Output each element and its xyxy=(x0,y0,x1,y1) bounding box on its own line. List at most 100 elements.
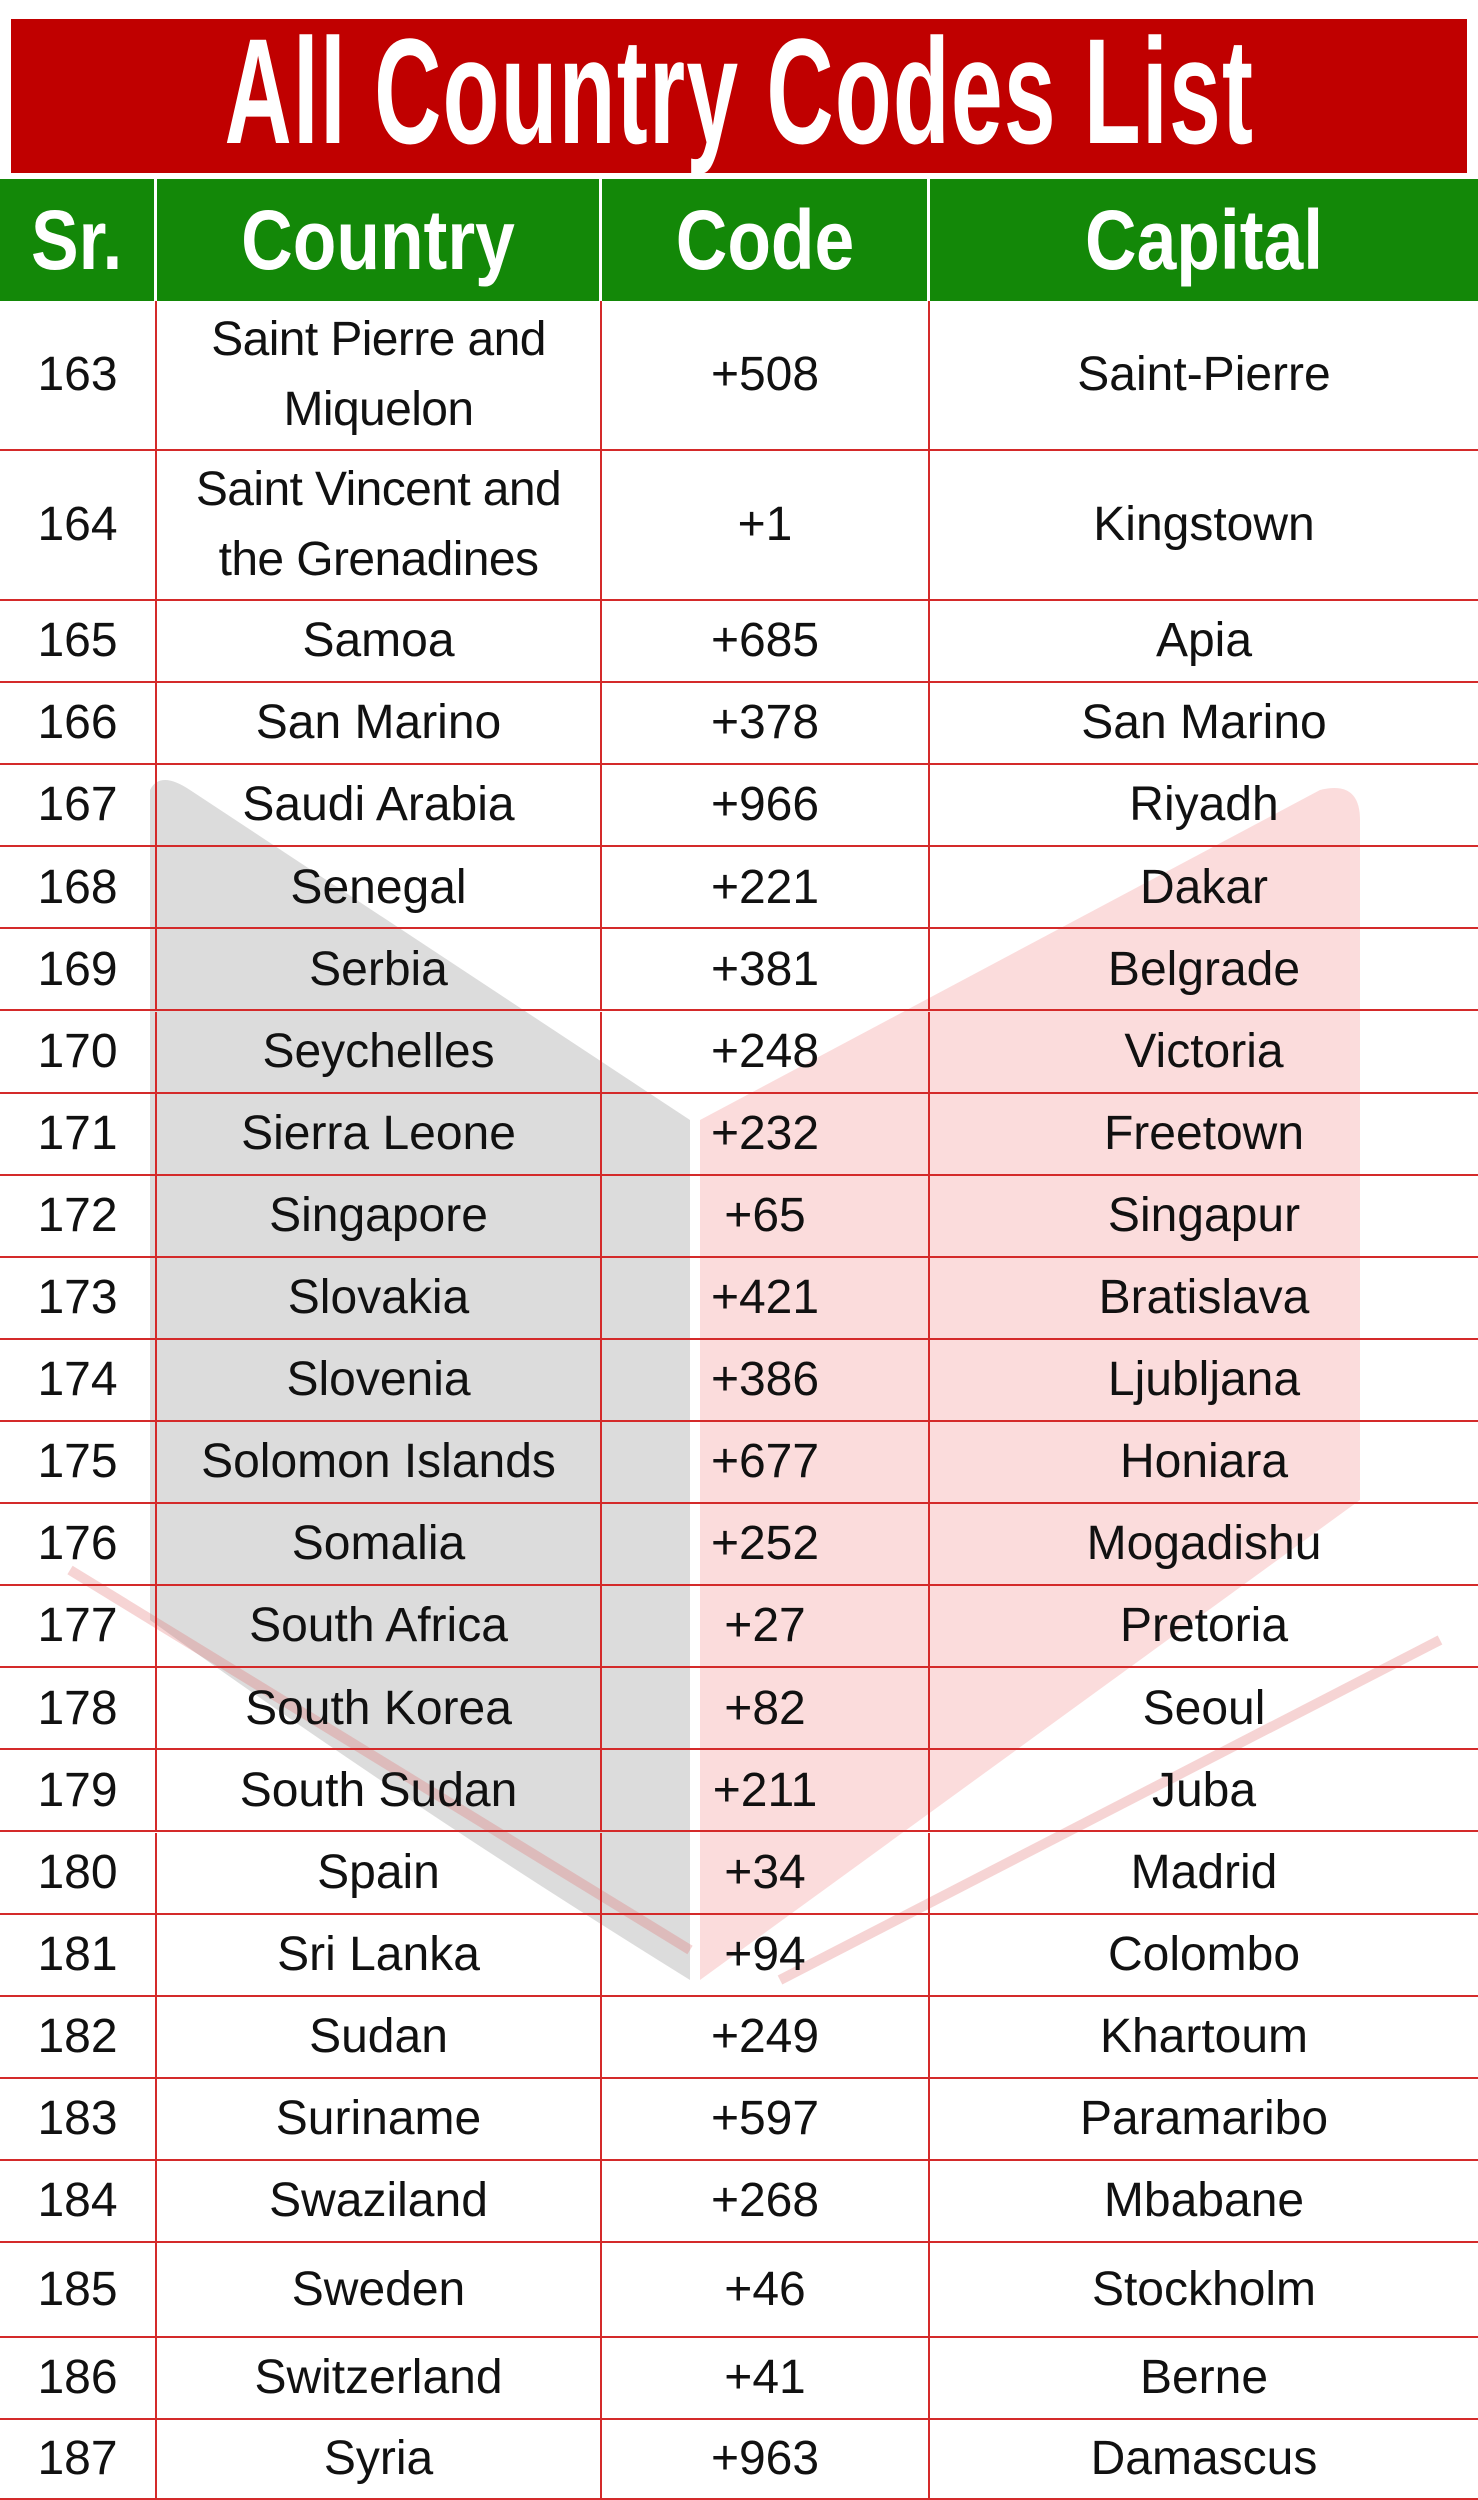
cell-country: Suriname xyxy=(157,2078,602,2159)
table-row: 170 Seychelles +248 Victoria xyxy=(0,1011,1478,1094)
cell-code: +41 xyxy=(602,2338,930,2418)
cell-country: South Africa xyxy=(157,1586,602,1667)
cell-code: +221 xyxy=(602,847,930,928)
cell-code: +378 xyxy=(602,683,930,764)
cell-country: Swaziland xyxy=(157,2160,602,2241)
cell-capital: Singapur xyxy=(1107,1188,1301,1242)
table-row: 180 Spain +34 Madrid xyxy=(0,1832,1478,1915)
cell-code: +65 xyxy=(602,1175,930,1256)
cell-country: Serbia xyxy=(157,929,602,1010)
cell-capital: Kingstown xyxy=(1093,498,1315,552)
table-row: 179 South Sudan +211 Juba xyxy=(0,1750,1478,1833)
cell-capital: Berne xyxy=(1139,2351,1269,2405)
cell-capital: Saint-Pierre xyxy=(1077,348,1331,402)
cell-capital: Mbabane xyxy=(1103,2174,1305,2228)
cell-capital: Pretoria xyxy=(1119,1599,1289,1653)
cell-code: +268 xyxy=(602,2160,930,2241)
header-capital: Capital xyxy=(1084,192,1324,287)
cell-capital: Seoul xyxy=(1142,1681,1266,1735)
cell-sr: 171 xyxy=(0,1093,157,1174)
cell-country: Slovenia xyxy=(157,1339,602,1420)
cell-code: +386 xyxy=(602,1339,930,1420)
cell-country: Sierra Leone xyxy=(157,1093,602,1174)
table-row: 184 Swaziland +268 Mbabane xyxy=(0,2160,1478,2243)
cell-code: +232 xyxy=(602,1093,930,1174)
cell-code: +94 xyxy=(602,1914,930,1995)
cell-code: +252 xyxy=(602,1504,930,1585)
cell-sr: 174 xyxy=(0,1339,157,1420)
cell-sr: 177 xyxy=(0,1586,157,1667)
cell-country: Saint Vincent and the Grenadines xyxy=(157,451,602,599)
cell-capital: Damascus xyxy=(1090,2432,1318,2486)
table-row: 166 San Marino +378 San Marino xyxy=(0,683,1478,766)
cell-country: Sweden xyxy=(157,2243,602,2336)
cell-code: +46 xyxy=(602,2243,930,2336)
cell-country: Somalia xyxy=(157,1504,602,1585)
cell-capital: Riyadh xyxy=(1129,778,1279,832)
cell-code: +82 xyxy=(602,1668,930,1749)
cell-code: +685 xyxy=(602,601,930,682)
cell-sr: 164 xyxy=(0,451,157,599)
table-row: 167 Saudi Arabia +966 Riyadh xyxy=(0,765,1478,848)
cell-code: +248 xyxy=(602,1011,930,1092)
cell-code: +249 xyxy=(602,1996,930,2077)
cell-capital: Apia xyxy=(1155,614,1253,668)
table-row: 172 Singapore +65 Singapur xyxy=(0,1175,1478,1258)
table-row: 174 Slovenia +386 Ljubljana xyxy=(0,1339,1478,1422)
cell-sr: 186 xyxy=(0,2338,157,2418)
cell-sr: 178 xyxy=(0,1668,157,1749)
table-row: 183 Suriname +597 Paramaribo xyxy=(0,2078,1478,2161)
table-row: 185 Sweden +46 Stockholm xyxy=(0,2243,1478,2338)
cell-capital: Victoria xyxy=(1124,1024,1284,1078)
cell-sr: 182 xyxy=(0,1996,157,2077)
cell-country: San Marino xyxy=(157,683,602,764)
cell-capital: Freetown xyxy=(1103,1106,1305,1160)
cell-sr: 172 xyxy=(0,1175,157,1256)
header-code: Code xyxy=(602,179,930,301)
table-row: 181 Sri Lanka +94 Colombo xyxy=(0,1914,1478,1997)
table-row: 178 South Korea +82 Seoul xyxy=(0,1668,1478,1751)
cell-country: Switzerland xyxy=(157,2338,602,2418)
cell-sr: 184 xyxy=(0,2160,157,2241)
table-row: 171 Sierra Leone +232 Freetown xyxy=(0,1093,1478,1176)
cell-sr: 168 xyxy=(0,847,157,928)
cell-country: Sudan xyxy=(157,1996,602,2077)
cell-sr: 183 xyxy=(0,2078,157,2159)
page-title: All Country Codes List xyxy=(224,7,1254,175)
cell-capital: Colombo xyxy=(1107,1927,1301,1981)
cell-country: Seychelles xyxy=(157,1011,602,1092)
cell-sr: 165 xyxy=(0,601,157,682)
cell-country: Sri Lanka xyxy=(157,1914,602,1995)
cell-capital: Dakar xyxy=(1139,860,1269,914)
cell-country: South Korea xyxy=(157,1668,602,1749)
cell-sr: 163 xyxy=(0,301,157,449)
cell-country: Saint Pierre and Miquelon xyxy=(157,301,602,449)
table-header: Sr. Country Code Capital xyxy=(0,179,1478,301)
cell-country: Saudi Arabia xyxy=(157,765,602,846)
cell-code: +381 xyxy=(602,929,930,1010)
cell-capital: Honiara xyxy=(1119,1435,1289,1489)
table-row: 176 Somalia +252 Mogadishu xyxy=(0,1504,1478,1587)
cell-code: +963 xyxy=(602,2420,930,2498)
cell-sr: 170 xyxy=(0,1011,157,1092)
cell-capital: Khartoum xyxy=(1099,2009,1309,2063)
cell-country: South Sudan xyxy=(157,1750,602,1831)
cell-code: +966 xyxy=(602,765,930,846)
table-row: 182 Sudan +249 Khartoum xyxy=(0,1996,1478,2079)
cell-capital: Madrid xyxy=(1130,1845,1278,1899)
cell-code: +421 xyxy=(602,1257,930,1338)
cell-capital: Mogadishu xyxy=(1086,1517,1322,1571)
cell-country: Senegal xyxy=(157,847,602,928)
header-sr: Sr. xyxy=(0,179,157,301)
cell-country: Spain xyxy=(157,1832,602,1913)
table-row: 168 Senegal +221 Dakar xyxy=(0,847,1478,930)
table-row: 163 Saint Pierre and Miquelon +508 Saint-Pi… xyxy=(0,301,1478,451)
cell-sr: 167 xyxy=(0,765,157,846)
cell-capital: Ljubljana xyxy=(1107,1353,1301,1407)
cell-sr: 185 xyxy=(0,2243,157,2336)
cell-sr: 166 xyxy=(0,683,157,764)
cell-code: +597 xyxy=(602,2078,930,2159)
table-row: 175 Solomon Islands +677 Honiara xyxy=(0,1422,1478,1505)
cell-code: +508 xyxy=(602,301,930,449)
cell-capital: Juba xyxy=(1151,1763,1257,1817)
